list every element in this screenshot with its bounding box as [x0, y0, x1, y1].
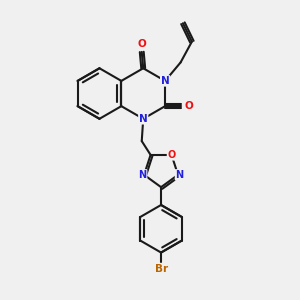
Text: Br: Br — [154, 264, 168, 274]
Text: N: N — [161, 76, 170, 86]
Text: O: O — [184, 101, 193, 111]
Text: N: N — [176, 170, 184, 180]
Text: O: O — [167, 150, 176, 160]
Text: N: N — [139, 170, 147, 180]
Text: N: N — [139, 114, 148, 124]
Text: O: O — [137, 40, 146, 50]
